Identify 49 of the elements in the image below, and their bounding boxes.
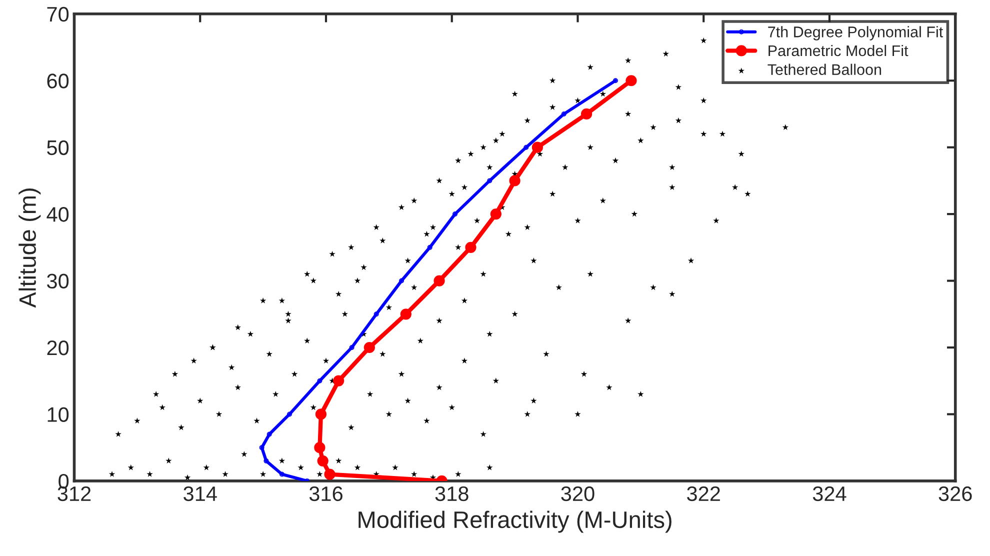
y-tick-label: 20 bbox=[47, 340, 69, 356]
y-tick-label: 60 bbox=[47, 74, 69, 88]
y-tick-label: 70 bbox=[47, 6, 69, 22]
point bbox=[314, 442, 326, 454]
x-tick-label: 318 bbox=[435, 486, 468, 502]
point bbox=[434, 275, 445, 286]
legend-label: 7th Degree Polynomial Fit bbox=[768, 26, 944, 40]
x-axis-title: Modified Refractivity (M-Units) bbox=[358, 510, 672, 533]
point bbox=[266, 432, 272, 437]
point bbox=[349, 344, 354, 350]
legend-label: Tethered Balloon bbox=[768, 64, 882, 75]
point bbox=[279, 472, 284, 477]
point bbox=[400, 308, 412, 320]
point bbox=[427, 244, 432, 250]
point bbox=[317, 378, 322, 384]
y-tick-label: 50 bbox=[47, 140, 69, 156]
point bbox=[264, 458, 269, 464]
point bbox=[399, 278, 404, 284]
point bbox=[580, 108, 592, 120]
x-tick-label: 324 bbox=[812, 486, 846, 502]
point bbox=[612, 78, 618, 84]
point bbox=[315, 408, 327, 420]
y-tick-label: 40 bbox=[46, 207, 69, 222]
legend-label: Parametric Model Fit bbox=[768, 44, 908, 56]
point bbox=[317, 455, 328, 466]
point bbox=[626, 75, 637, 86]
x-tick-label: 316 bbox=[309, 486, 342, 502]
y-axis-title: Altitude (m) bbox=[18, 188, 41, 308]
x-tick-label: 314 bbox=[184, 486, 217, 502]
point bbox=[333, 375, 344, 386]
x-tick-label: 326 bbox=[938, 486, 972, 502]
y-tick-label: 10 bbox=[48, 407, 69, 422]
point bbox=[364, 342, 375, 354]
y-tick-label: 30 bbox=[47, 274, 69, 289]
point bbox=[452, 212, 458, 217]
point bbox=[524, 144, 529, 150]
point bbox=[465, 242, 476, 253]
x-tick-label: 320 bbox=[561, 486, 594, 502]
point bbox=[259, 445, 264, 450]
point bbox=[561, 111, 566, 116]
line-series bbox=[259, 78, 618, 481]
point bbox=[490, 208, 502, 220]
point bbox=[487, 178, 492, 184]
point bbox=[374, 312, 379, 317]
point bbox=[324, 468, 336, 480]
point bbox=[286, 412, 292, 417]
point bbox=[532, 142, 544, 153]
x-tick-label: 322 bbox=[687, 486, 720, 502]
point bbox=[509, 175, 520, 186]
